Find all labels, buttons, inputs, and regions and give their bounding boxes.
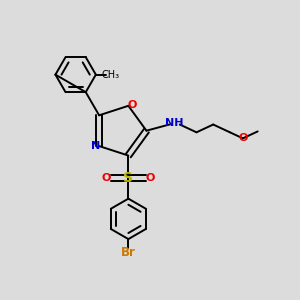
Text: O: O — [238, 133, 248, 143]
Text: O: O — [102, 173, 111, 183]
Text: CH₃: CH₃ — [102, 70, 120, 80]
Text: NH: NH — [165, 118, 183, 128]
Text: O: O — [146, 173, 155, 183]
Text: N: N — [91, 141, 100, 151]
Text: O: O — [128, 100, 137, 110]
Text: S: S — [123, 171, 134, 185]
Text: Br: Br — [121, 246, 136, 259]
